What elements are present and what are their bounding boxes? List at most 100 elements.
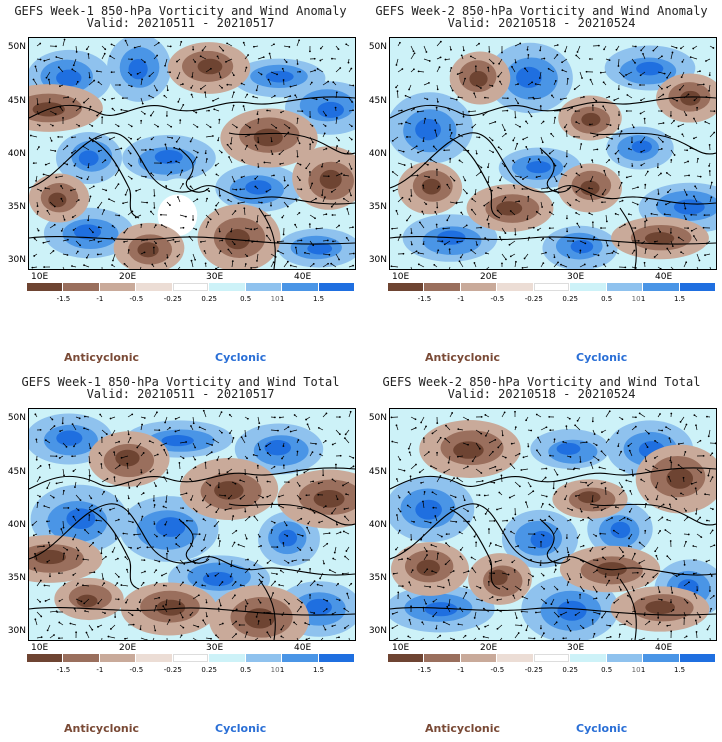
wind-vector-head <box>601 431 603 434</box>
wind-vector-head <box>123 262 126 265</box>
wind-vector-head <box>425 425 427 428</box>
wind-vector-head <box>97 206 99 209</box>
lat-label: 35N <box>368 573 387 583</box>
wind-vector-head <box>217 537 220 540</box>
wind-vector-head <box>685 114 688 117</box>
wind-vector <box>446 606 451 613</box>
wind-vector-head <box>477 504 480 507</box>
wind-vector-head <box>537 158 540 161</box>
wind-vector-head <box>336 145 339 147</box>
wind-vector-head <box>662 503 665 506</box>
wind-vector-head <box>196 198 199 201</box>
wind-vector <box>473 637 477 640</box>
wind-vector-head <box>409 475 412 478</box>
wind-vector-head <box>165 185 168 187</box>
wind-vector-head <box>327 175 330 178</box>
wind-vector-head <box>182 103 185 106</box>
wind-vector <box>617 572 620 579</box>
wind-vector-head <box>549 454 551 457</box>
coastline <box>390 96 716 119</box>
wind-vector-head <box>572 240 575 242</box>
wind-vector <box>475 84 482 89</box>
wind-vector-head <box>449 129 451 131</box>
wind-vector-head <box>589 549 592 552</box>
wind-vector-head <box>395 548 397 551</box>
wind-vector-head <box>230 142 232 145</box>
wind-vector-head <box>127 433 130 436</box>
wind-vector-head <box>148 94 151 97</box>
wind-vector-head <box>247 558 249 561</box>
wind-vector-head <box>666 86 669 89</box>
wind-vector-head <box>565 537 568 539</box>
wind-vector-head <box>677 125 680 128</box>
wind-vector-head <box>414 418 417 421</box>
wind-vector <box>72 423 77 431</box>
wind-vector-head <box>304 251 306 254</box>
wind-vector-head <box>685 635 688 638</box>
wind-vector-head <box>252 95 255 98</box>
wind-vector-head <box>145 639 148 640</box>
wind-vector-head <box>556 473 559 476</box>
wind-vector <box>521 468 529 471</box>
wind-vector <box>670 266 674 269</box>
wind-vector-head <box>33 255 36 257</box>
wind-vector-head <box>415 463 417 466</box>
wind-vector <box>121 584 129 587</box>
wind-vector-head <box>591 104 594 107</box>
wind-vector-head <box>230 230 232 233</box>
wind-vector-head <box>40 636 43 639</box>
wind-vector-head <box>46 487 49 490</box>
wind-vector <box>192 416 195 424</box>
wind-vector <box>683 541 687 548</box>
vorticity-core <box>453 441 484 459</box>
wind-vector-head <box>122 532 125 535</box>
wind-vector-head <box>514 513 517 516</box>
wind-vector-head <box>627 213 630 215</box>
vorticity-core <box>496 201 523 216</box>
wind-vector <box>256 253 259 261</box>
wind-vector-head <box>528 578 530 581</box>
lon-label: 40E <box>294 272 312 282</box>
wind-vector-head <box>61 422 64 425</box>
wind-vector-head <box>640 478 643 481</box>
wind-vector <box>241 436 246 444</box>
wind-vector-head <box>278 504 280 507</box>
vorticity-core <box>244 608 275 629</box>
wind-vector-head <box>391 139 394 142</box>
colorbar-segment <box>497 283 534 291</box>
wind-vector <box>205 135 213 138</box>
coastline <box>88 137 140 219</box>
wind-vector-head <box>580 143 583 145</box>
wind-vector <box>295 247 298 255</box>
wind-vector-head <box>473 516 475 519</box>
wind-vector-head <box>623 223 626 226</box>
colorbar-tick-label: -0.5 <box>129 666 144 674</box>
wind-vector-head <box>79 499 82 502</box>
wind-vector-head <box>67 507 70 509</box>
wind-vector <box>88 227 94 233</box>
wind-vector-head <box>408 451 411 454</box>
wind-vector-head <box>113 476 116 479</box>
wind-vector <box>605 594 610 600</box>
vorticity-core <box>526 160 551 174</box>
wind-vector-head <box>155 242 157 245</box>
wind-vector-head <box>207 575 210 578</box>
wind-vector-head <box>196 639 198 640</box>
wind-vector-head <box>217 486 220 489</box>
wind-vector-head <box>468 520 470 523</box>
wind-vector-head <box>417 251 420 254</box>
wind-vector-head <box>670 461 673 464</box>
wind-vector-head <box>685 194 688 196</box>
wind-vector <box>230 136 233 144</box>
wind-vector-head <box>53 425 56 427</box>
wind-vector-head <box>200 241 202 243</box>
wind-vector-head <box>146 546 149 549</box>
wind-vector <box>693 235 698 242</box>
wind-vector <box>436 66 440 73</box>
wind-vector-head <box>43 266 46 268</box>
wind-vector-head <box>520 469 523 471</box>
wind-vector <box>694 593 698 600</box>
wind-vector-head <box>110 71 113 74</box>
wind-vector-head <box>43 59 46 62</box>
wind-vector-head <box>417 70 420 73</box>
